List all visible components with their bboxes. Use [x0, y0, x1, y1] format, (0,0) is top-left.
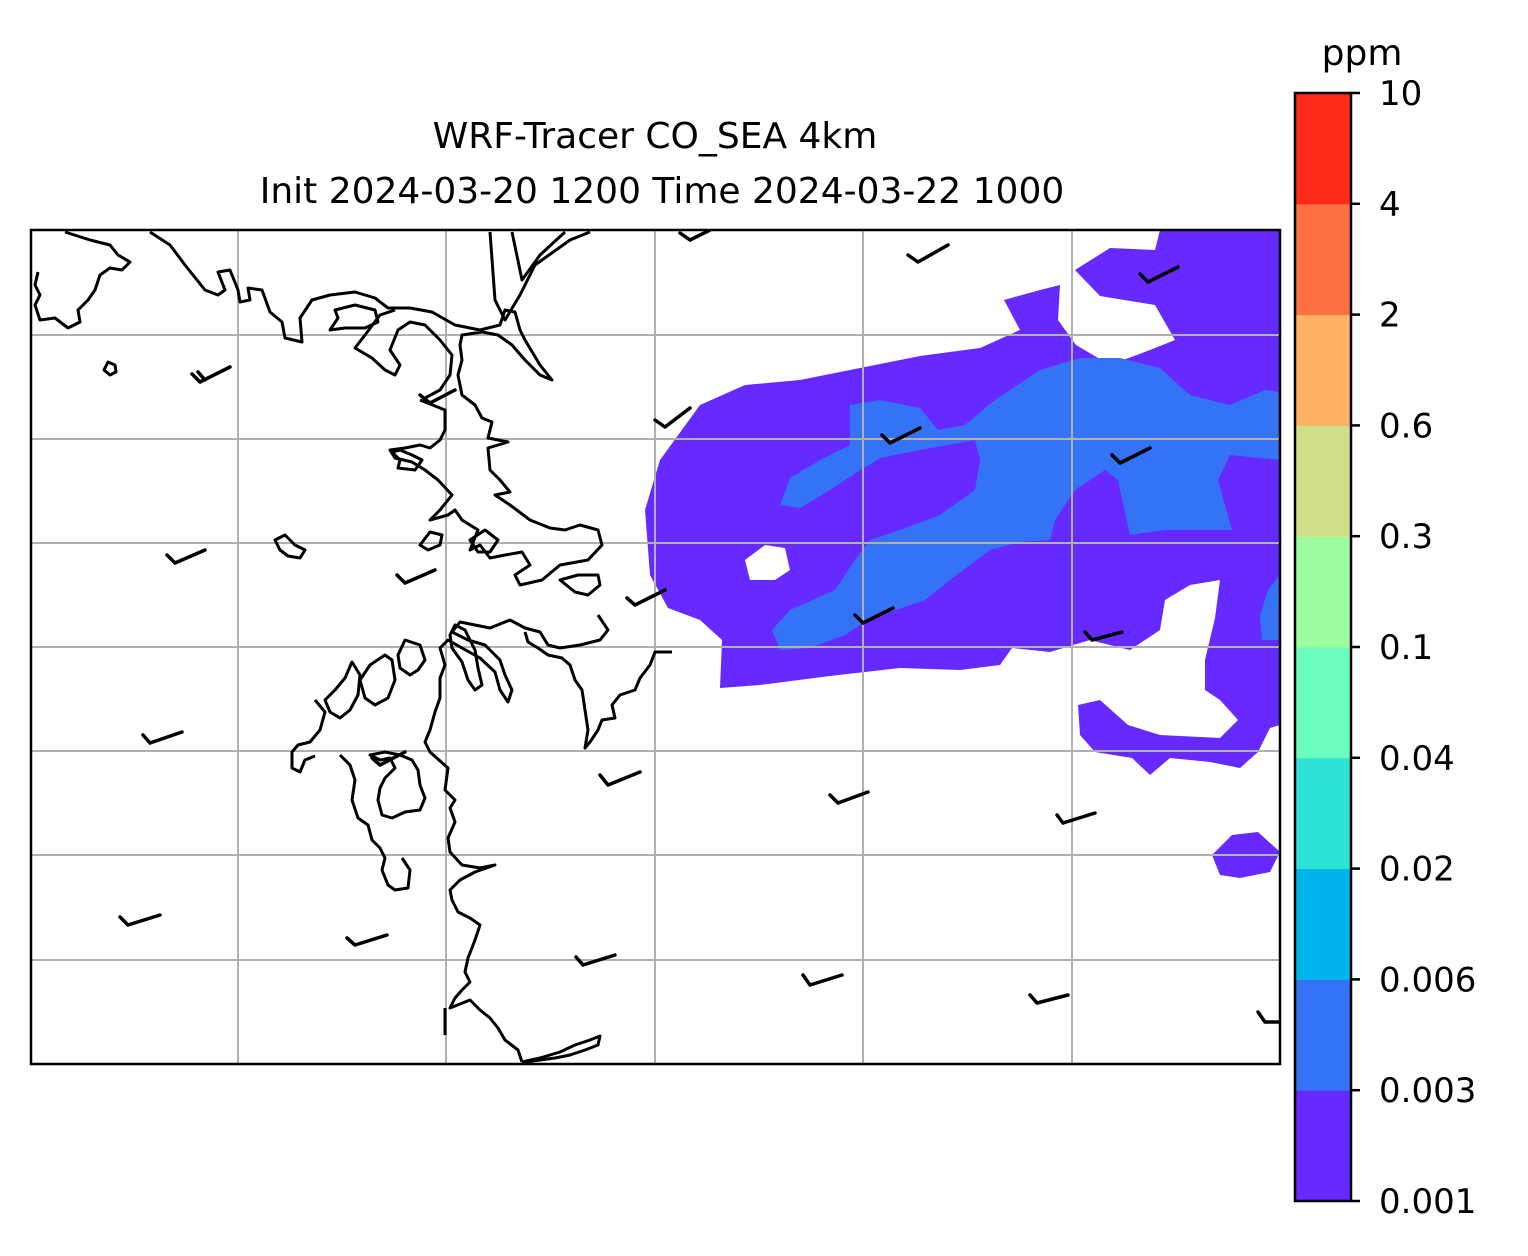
colorbar-tick-label: 0.02 — [1379, 850, 1455, 890]
colorbar-band — [1295, 868, 1351, 980]
wind-barb — [141, 730, 184, 745]
wind-barb — [370, 750, 407, 767]
wind-barb — [118, 913, 162, 927]
wind-barb — [1110, 446, 1152, 465]
wind-barb — [678, 230, 712, 242]
wind-barb — [801, 973, 844, 987]
wind-barb — [1028, 993, 1070, 1005]
coastlines — [33, 230, 672, 1064]
colorbar-unit-label: ppm — [1322, 33, 1403, 74]
colorbar-tick-label: 0.1 — [1379, 628, 1433, 668]
map-frame — [29, 228, 1282, 1066]
wind-barb — [165, 548, 207, 565]
colorbar-tick-label: 0.3 — [1379, 517, 1433, 557]
colorbar-tick-label: 4 — [1379, 185, 1401, 225]
colorbar-band — [1295, 757, 1351, 870]
wind-barb — [625, 588, 667, 607]
colorbar-band — [1295, 314, 1351, 426]
colorbar-tick-label: 0.04 — [1379, 739, 1455, 779]
tracer-contour-fill — [645, 230, 1280, 878]
contour-level-0.001-east-edge — [1260, 575, 1280, 640]
colorbar-frame — [1293, 91, 1353, 1203]
wind-barb — [906, 243, 950, 264]
contour-level-0.003 — [772, 358, 1280, 650]
colorbar-band — [1295, 203, 1351, 316]
colorbar-band — [1295, 979, 1351, 1091]
wind-barb — [1138, 265, 1180, 284]
wind-barb — [598, 770, 642, 787]
title-line-2: Init 2024-03-20 1200 Time 2024-03-22 100… — [260, 171, 1065, 212]
wind-barb — [828, 790, 870, 805]
colorbar-ticks: 0.001 0.003 0.006 0.02 0.04 0.1 0.3 0.6 2 4 10 — [1351, 74, 1476, 1222]
colorbar-band — [1295, 647, 1351, 759]
wind-barb — [395, 568, 437, 585]
wind-barb — [880, 426, 922, 445]
wind-barb — [190, 365, 232, 384]
gridlines — [31, 230, 1280, 1064]
colorbar-tick-label: 0.001 — [1379, 1182, 1476, 1222]
wind-barb — [1055, 811, 1097, 825]
colorbar-band — [1295, 1090, 1351, 1202]
colorbar-band — [1295, 536, 1351, 648]
wind-barb — [1256, 1010, 1280, 1024]
wind-barb — [574, 953, 617, 967]
colorbar-tick-label: 0.006 — [1379, 960, 1476, 1000]
wind-barb — [653, 406, 692, 429]
colorbar-tick-label: 10 — [1379, 74, 1422, 114]
colorbar-bands — [1295, 93, 1351, 1202]
colorbar-band — [1295, 93, 1351, 205]
title-line-1: WRF-Tracer CO_SEA 4km — [433, 116, 878, 157]
wind-barbs — [118, 230, 1280, 1024]
colorbar-tick-label: 0.6 — [1379, 406, 1433, 446]
wind-barb — [1083, 630, 1124, 642]
map-panel — [29, 228, 1282, 1066]
wind-barb — [345, 933, 389, 947]
colorbar-tick-label: 0.003 — [1379, 1071, 1476, 1111]
colorbar: ppm 0.001 0.003 0.006 0.02 0.04 0.1 0.3 0.6 2 4 10 — [1293, 33, 1476, 1222]
wind-barb — [853, 606, 895, 625]
colorbar-tick-label: 2 — [1379, 296, 1401, 336]
wind-barb — [418, 388, 457, 405]
colorbar-band — [1295, 425, 1351, 537]
